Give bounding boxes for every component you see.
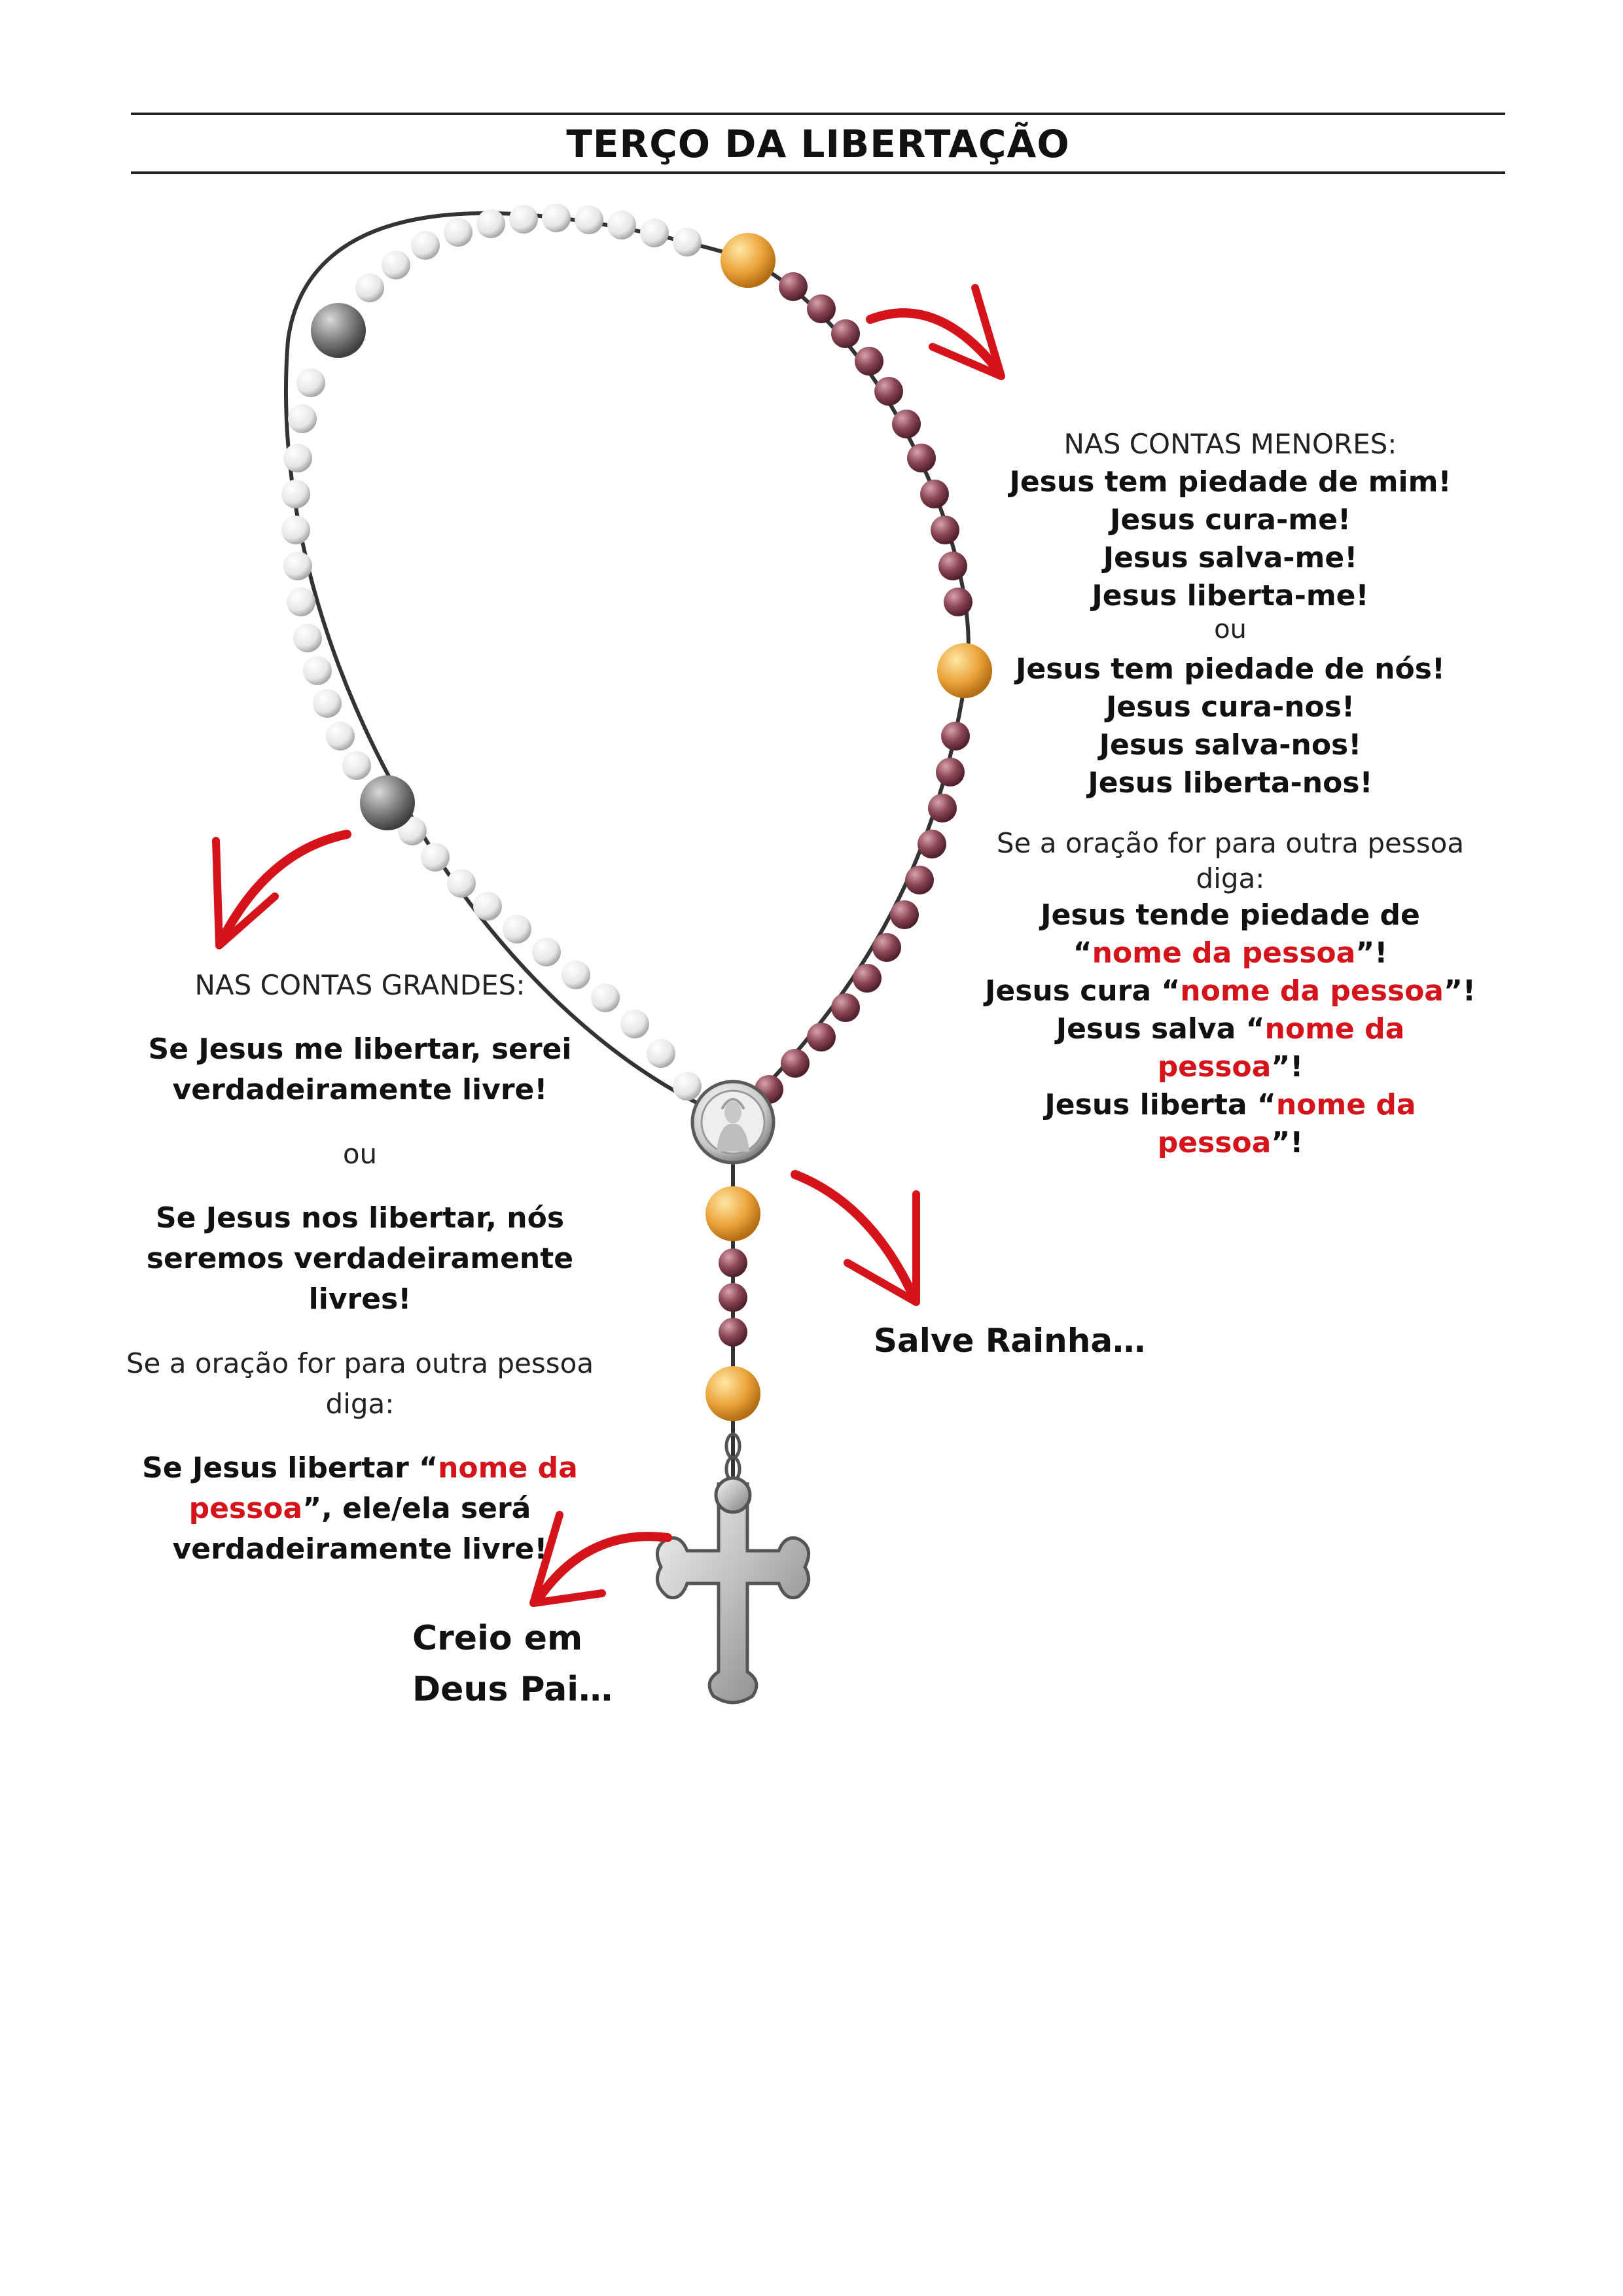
red-arrow-icon (212, 830, 351, 949)
large-beads-block: NAS CONTAS GRANDES: Se Jesus me libertar… (98, 965, 622, 1570)
bottom-rule (131, 171, 1505, 174)
or-separator: ou (342, 1138, 378, 1170)
prayer-line: Jesus liberta-me! (1092, 579, 1369, 612)
creio-label: Creio em Deus Pai… (412, 1613, 635, 1715)
salve-rainha-label: Salve Rainha… (874, 1322, 1146, 1360)
prayer-line-named: Jesus liberta “nome da pessoa”! (1044, 1088, 1416, 1159)
small-beads-block: NAS CONTAS MENORES: Jesus tem piedade de… (982, 425, 1479, 1162)
prayer-line-named: Se Jesus libertar “nome da pessoa”, ele/… (142, 1451, 578, 1566)
creio-line: Creio em (412, 1619, 583, 1658)
maroon-beads (755, 272, 972, 1104)
large-beads-heading: NAS CONTAS GRANDES: (194, 969, 526, 1001)
or-separator: ou (1214, 614, 1247, 645)
prayer-line-named: Jesus salva “nome da pessoa”! (1056, 1012, 1405, 1084)
gold-beads-loop (721, 233, 992, 698)
gray-beads (311, 303, 415, 830)
prayer-line: Jesus cura-me! (1109, 503, 1351, 537)
cross-icon (655, 1476, 811, 1704)
red-arrow-icon (866, 284, 1005, 380)
pendant-beads (705, 1186, 760, 1421)
prayer-line-named: Jesus tende piedade de “nome da pessoa”! (1041, 898, 1420, 970)
prayer-line: Jesus tem piedade de nós! (1015, 652, 1445, 686)
page-title: TERÇO DA LIBERTAÇÃO (566, 122, 1070, 166)
prayer-line: Se Jesus me libertar, serei verdadeirame… (148, 1033, 572, 1106)
small-beads-heading: NAS CONTAS MENORES: (1063, 428, 1397, 460)
other-person-intro: Se a oração for para outra pessoa diga: (996, 827, 1465, 894)
prayer-line: Jesus cura-nos! (1105, 690, 1355, 724)
prayer-line: Jesus salva-me! (1103, 541, 1358, 574)
prayer-line: Jesus salva-nos! (1099, 728, 1362, 762)
prayer-line: Se Jesus nos libertar, nós seremos verda… (146, 1201, 574, 1316)
prayer-line-named: Jesus cura “nome da pessoa”! (985, 974, 1476, 1008)
prayer-line: Jesus tem piedade de mim! (1009, 465, 1452, 499)
other-person-intro: Se a oração for para outra pessoa diga: (126, 1347, 594, 1420)
medal-icon (690, 1080, 776, 1165)
top-rule (131, 113, 1505, 115)
creio-line: Deus Pai… (412, 1670, 613, 1709)
red-arrow-icon (529, 1511, 672, 1607)
prayer-line: Jesus liberta-nos! (1088, 766, 1373, 800)
red-arrow-icon (791, 1170, 920, 1306)
